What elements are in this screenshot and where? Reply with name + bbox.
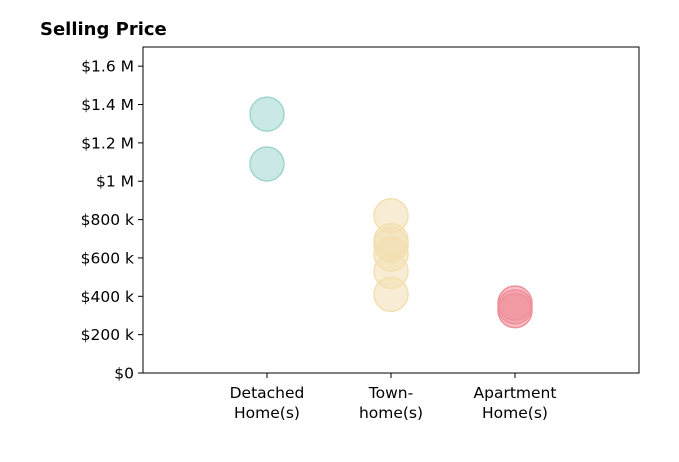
y-tick-label: $1.2 M	[81, 134, 134, 152]
x-tick-label: Apartment	[474, 384, 557, 402]
y-axis: $0 $200 k $400 k $600 k $800 k $1 M $1.2 M $1.4…	[81, 58, 143, 383]
y-tick-label: $1 M	[96, 173, 134, 191]
y-tick-label: $600 k	[81, 249, 134, 267]
x-axis: Detached Home(s) Town-home(s) Apartment Home…	[230, 373, 557, 422]
y-tick-label: $0	[114, 365, 134, 383]
y-tick-label: $1.6 M	[81, 58, 134, 76]
data-point	[249, 96, 285, 132]
x-tick-label: Home(s)	[482, 404, 548, 422]
y-tick-label: $400 k	[81, 288, 134, 306]
data-point	[249, 146, 285, 182]
data-points	[249, 96, 533, 329]
y-tick-label: $800 k	[81, 211, 134, 229]
y-tick-label: $1.4 M	[81, 96, 134, 114]
x-tick-label: Town-	[368, 384, 413, 402]
x-tick-label: Home(s)	[234, 404, 300, 422]
x-tick-label: home(s)	[359, 404, 423, 422]
y-tick-label: $200 k	[81, 326, 134, 344]
data-point	[373, 276, 409, 313]
x-tick-label: Detached	[230, 384, 305, 402]
data-point	[497, 292, 533, 329]
chart-title: Selling Price	[40, 19, 167, 40]
